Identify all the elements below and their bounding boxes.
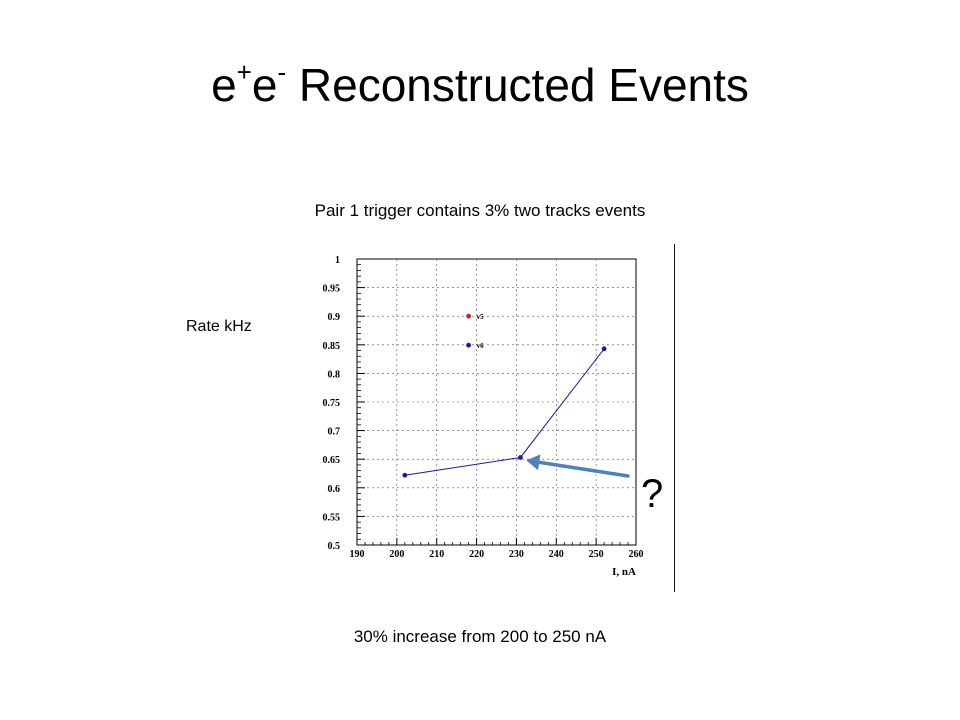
- rate-chart: 190 200 210 220 230 240 250 260 0.5 0.55 0.6 0.65 0.…: [323, 255, 644, 578]
- y-tick-label: 0.55: [323, 512, 341, 523]
- x-tick-label: 250: [589, 549, 604, 560]
- y-tick-label: 0.6: [328, 484, 341, 495]
- x-tick-label: 190: [350, 549, 365, 560]
- x-tick-label: 200: [389, 549, 404, 560]
- title-sup-plus: +: [236, 57, 252, 87]
- vertical-divider: [674, 244, 675, 592]
- x-tick-label: 210: [429, 549, 444, 560]
- caption-bottom: 30% increase from 200 to 250 nA: [353, 627, 607, 646]
- y-tick-label: 0.9: [328, 312, 341, 323]
- legend-marker: [466, 342, 471, 348]
- x-tick-label: 240: [549, 549, 564, 560]
- y-axis-note: Rate kHz: [186, 318, 252, 335]
- legend-label: v6: [477, 342, 485, 350]
- data-point: [402, 472, 408, 478]
- data-point: [518, 455, 523, 460]
- x-tick-label: 220: [469, 549, 484, 560]
- y-tick-label: 0.75: [323, 398, 341, 409]
- legend-label: v5: [477, 313, 485, 321]
- series-line: [404, 348, 605, 476]
- y-tick-label: 0.95: [323, 284, 341, 295]
- x-axis-label: I, nA: [612, 566, 636, 578]
- y-tick-label: 0.8: [328, 369, 341, 380]
- x-tick-label: 260: [629, 549, 644, 560]
- annotation-arrow-head: [526, 454, 541, 471]
- y-tick-label: 0.7: [328, 427, 341, 438]
- y-tick-label: 0.5: [328, 541, 341, 552]
- y-tick-label: 0.65: [323, 455, 341, 466]
- title-rest: Reconstructed Events: [286, 59, 749, 111]
- y-tick-label: 1: [335, 255, 340, 266]
- title-middle: e: [251, 59, 278, 111]
- legend-marker: [466, 313, 471, 319]
- annotation-arrow-shaft: [534, 460, 630, 478]
- y-tick-label: 0.85: [323, 341, 341, 352]
- title-prefix: e: [211, 59, 237, 111]
- slide-title: e+e- Reconstructed Events: [0, 59, 960, 111]
- caption-top: Pair 1 trigger contains 3% two tracks ev…: [314, 201, 646, 220]
- question-mark: ?: [641, 472, 664, 516]
- title-sup-minus: -: [277, 57, 287, 87]
- data-point: [601, 346, 607, 352]
- x-tick-label: 230: [509, 549, 524, 560]
